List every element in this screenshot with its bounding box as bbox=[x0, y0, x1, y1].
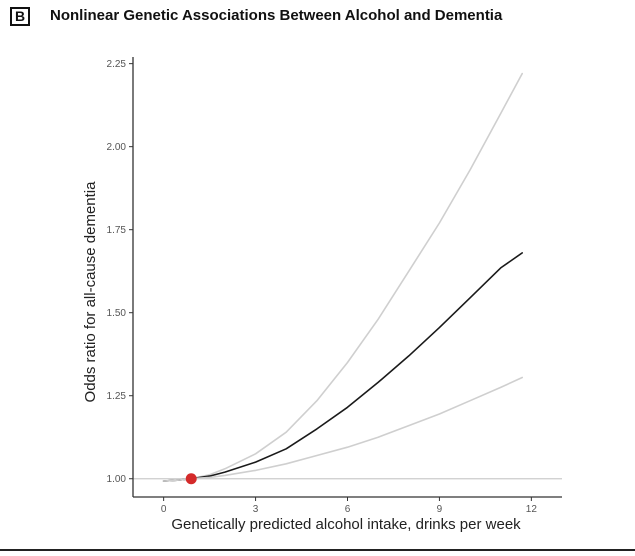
x-tick-label: 0 bbox=[161, 504, 167, 515]
upper-ci-line bbox=[162, 72, 524, 482]
x-tick-label: 3 bbox=[253, 504, 259, 515]
y-tick-label: 1.00 bbox=[107, 474, 127, 485]
chart-title: Nonlinear Genetic Associations Between A… bbox=[50, 7, 503, 24]
panel-label: B bbox=[10, 7, 30, 26]
y-tick-label: 2.25 bbox=[107, 59, 127, 70]
lower-ci-line bbox=[162, 376, 524, 482]
y-tick-label: 2.00 bbox=[107, 142, 127, 153]
y-axis-label: Odds ratio for all-cause dementia bbox=[82, 181, 99, 403]
x-tick-label: 9 bbox=[437, 504, 443, 515]
x-tick-label: 12 bbox=[526, 504, 538, 515]
bottom-divider bbox=[0, 549, 635, 551]
reference-point bbox=[185, 473, 197, 485]
x-tick-label: 6 bbox=[345, 504, 351, 515]
y-tick-label: 1.50 bbox=[107, 308, 127, 319]
y-tick-label: 1.75 bbox=[107, 225, 127, 236]
x-axis-label: Genetically predicted alcohol intake, dr… bbox=[171, 516, 521, 533]
y-tick-label: 1.25 bbox=[107, 391, 127, 402]
